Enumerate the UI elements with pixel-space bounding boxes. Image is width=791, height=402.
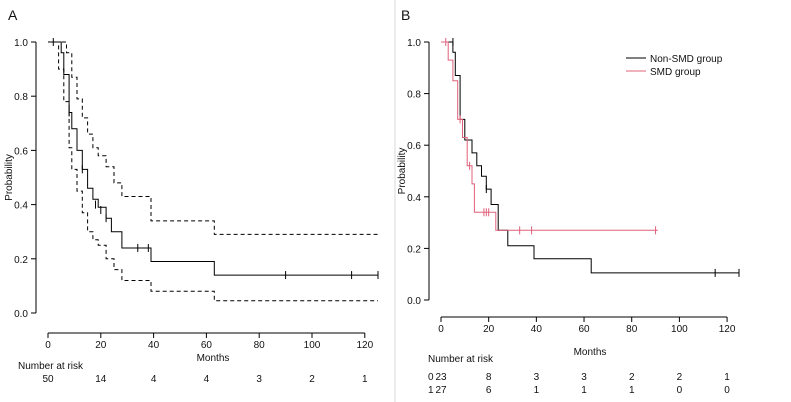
panel-a: A 0.0 0.2 0.4 0.6 0.8 1.0 Probability 0 20 40 60 80 1… [4,7,379,385]
panel-label: A [8,7,18,23]
risk-count: 2 [677,372,683,383]
risk-count: 14 [95,374,107,385]
x-tick-label: 20 [483,324,495,335]
risk-row-label: 1 [428,385,434,396]
y-tick-label: 0.6 [14,146,28,157]
risk-count: 3 [256,374,262,385]
x-tick-label: 20 [95,340,107,351]
x-tick-label: 60 [578,324,590,335]
x-tick-label: 0 [45,340,51,351]
legend-label: Non-SMD group [650,54,723,65]
x-tick-label: 0 [438,324,444,335]
y-axis-label: Probability [4,154,15,201]
y-tick-label: 0.0 [14,309,28,320]
x-tick-label: 80 [626,324,638,335]
km-curve-0 [48,41,378,276]
risk-count: 1 [581,385,587,396]
x-axis-label: Months [574,347,607,358]
y-tick-label: 0.4 [14,201,28,212]
risk-table-title: Number at risk [18,361,84,372]
x-tick-label: 100 [304,340,321,351]
risk-count: 23 [435,372,447,383]
risk-count: 8 [486,372,492,383]
risk-count: 3 [534,372,540,383]
x-tick-label: 40 [531,324,543,335]
km-curve-1 [441,41,658,231]
risk-count: 1 [629,385,635,396]
x-tick-label: 60 [201,340,213,351]
risk-table-title: Number at risk [428,354,494,365]
y-tick-label: 0.0 [407,296,421,307]
risk-count: 0 [677,385,683,396]
x-axis-label: Months [197,353,230,364]
km-curve-2 [48,41,378,302]
risk-count: 6 [486,385,492,396]
risk-count: 27 [435,385,447,396]
risk-row-label: 0 [428,372,434,383]
y-tick-label: 0.2 [14,255,28,266]
y-tick-label: 0.8 [14,92,28,103]
x-tick-label: 40 [148,340,160,351]
km-curve-0 [441,41,739,274]
y-axis-label: Probability [397,148,408,195]
risk-count: 2 [629,372,635,383]
km-curve-1 [48,41,378,235]
y-tick-label: 0.4 [407,193,421,204]
y-tick-label: 0.6 [407,141,421,152]
risk-count: 1 [362,374,368,385]
x-tick-label: 100 [671,324,688,335]
risk-count: 4 [204,374,210,385]
x-tick-label: 120 [719,324,736,335]
y-tick-label: 0.8 [407,90,421,101]
legend-label: SMD group [650,67,701,78]
risk-count: 1 [534,385,540,396]
panel-label: B [401,7,410,23]
y-tick-label: 1.0 [14,38,28,49]
y-tick-label: 1.0 [407,38,421,49]
x-tick-label: 120 [356,340,373,351]
risk-count: 4 [151,374,157,385]
risk-count: 0 [724,385,730,396]
y-tick-label: 0.2 [407,244,421,255]
risk-count: 1 [724,372,730,383]
risk-count: 2 [309,374,315,385]
x-tick-label: 80 [254,340,266,351]
risk-count: 3 [581,372,587,383]
risk-count: 50 [42,374,54,385]
